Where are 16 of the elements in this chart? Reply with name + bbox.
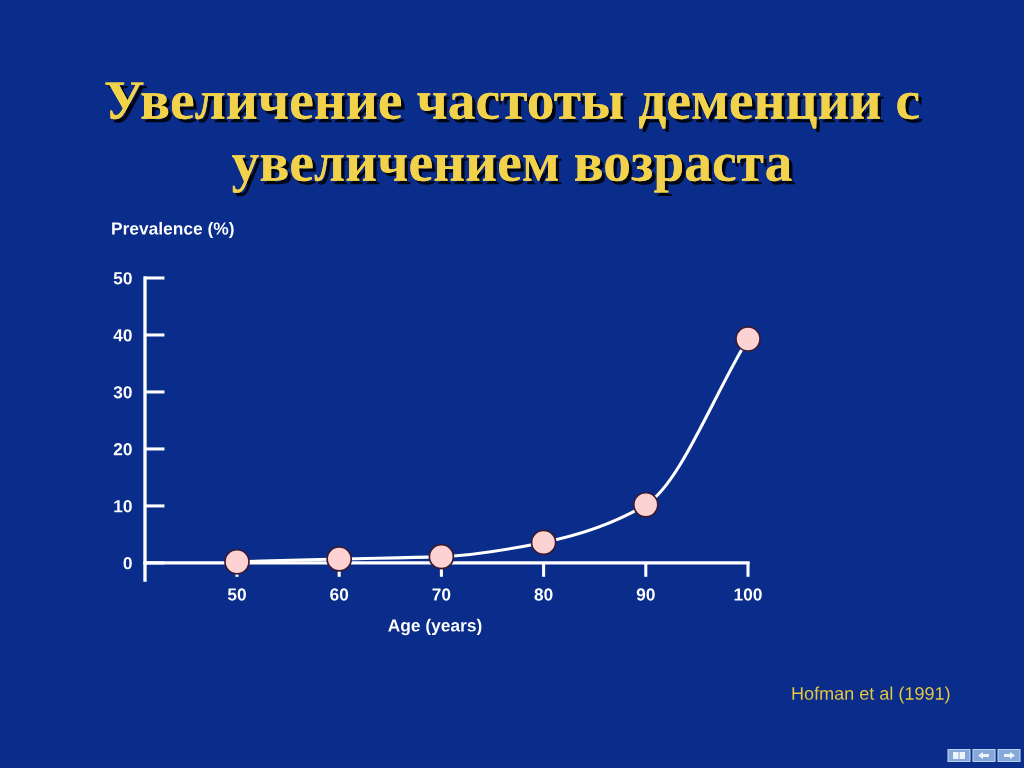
- x-tick-label: 50: [227, 588, 246, 601]
- y-tick-label: 50: [113, 272, 132, 285]
- y-tick-label: 30: [113, 386, 132, 399]
- x-tick-label: 80: [534, 588, 553, 601]
- y-tick-label: 0: [123, 557, 132, 570]
- x-axis-title: Age (years): [388, 618, 482, 636]
- chart-title: Увеличение частоты деменции с увеличением возраста: [105, 82, 923, 197]
- x-tick-label: 90: [636, 588, 655, 601]
- text: Hofman et al (1991): [792, 686, 950, 704]
- x-tick-label: 60: [330, 588, 349, 601]
- y-tick-label: 20: [113, 443, 132, 456]
- x-tick-label: 100: [734, 588, 762, 601]
- x-tick-label: 70: [432, 588, 451, 601]
- y-axis-title: Prevalence (%): [112, 221, 234, 239]
- y-tick-label: 10: [114, 500, 132, 513]
- y-tick-label: 40: [113, 329, 132, 342]
